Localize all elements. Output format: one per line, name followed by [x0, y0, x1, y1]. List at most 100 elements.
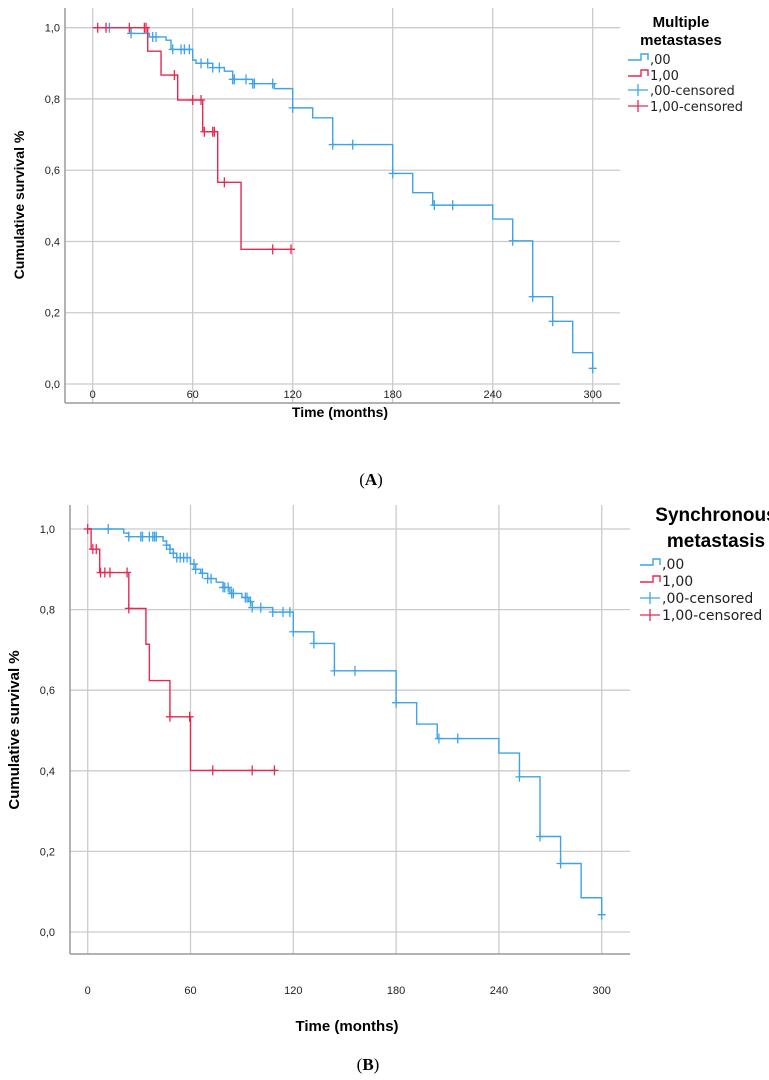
censored-mark [508, 235, 517, 246]
censored-mark [138, 531, 147, 542]
censored-mark [588, 363, 597, 374]
legend-label: ,00 [650, 53, 671, 68]
censored-mark [170, 70, 179, 81]
censored-mark [125, 22, 134, 33]
censored-mark [123, 567, 132, 578]
legend-label: 1,00 [650, 69, 679, 84]
y-tick-label: 0,0 [40, 927, 55, 939]
censored-mark [434, 733, 443, 744]
survival-curve-group-1 [87, 528, 277, 772]
legend-label: 1,00 [662, 574, 693, 590]
y-tick-label: 0,8 [40, 605, 55, 617]
censored-mark [169, 548, 178, 559]
censored-mark [102, 22, 111, 33]
y-tick-label: 0,6 [45, 165, 60, 177]
y-tick-label: 1,0 [45, 23, 60, 35]
censored-mark [93, 22, 102, 33]
y-tick-label: 0,0 [45, 379, 60, 391]
censored-mark [165, 544, 174, 555]
censored-mark [200, 126, 209, 137]
censored-mark [185, 711, 194, 722]
censored-mark [162, 540, 171, 551]
legend-step-icon [628, 53, 649, 61]
censored-mark [288, 102, 297, 113]
censored-mark [242, 74, 251, 85]
censored-mark [430, 200, 439, 211]
censored-mark [248, 765, 257, 776]
censored-mark [220, 177, 229, 188]
censored-mark [453, 733, 462, 744]
censored-mark [289, 626, 298, 637]
censored-mark [268, 607, 277, 618]
legend-censor-icon [628, 100, 648, 112]
x-axis-title: Time (months) [295, 1018, 398, 1035]
censored-mark [183, 552, 192, 563]
censored-mark [243, 592, 252, 603]
censored-mark [152, 31, 161, 42]
censored-mark [388, 168, 397, 179]
y-tick-label: 0,2 [40, 846, 55, 858]
survival-curve-group-0 [92, 27, 594, 369]
x-tick-label: 240 [484, 389, 502, 401]
censored-mark [448, 200, 457, 211]
y-tick-label: 0,4 [40, 766, 55, 778]
censored-mark [256, 602, 265, 613]
censored-mark [203, 58, 212, 69]
censored-mark [268, 78, 277, 89]
censored-mark [83, 524, 92, 534]
x-tick-label: 300 [584, 389, 602, 401]
legend-censor-icon [640, 609, 660, 621]
panel-label-a: (A) [359, 470, 383, 489]
x-axis-title: Time (months) [292, 404, 388, 420]
censored-mark [104, 524, 113, 534]
censored-mark [246, 596, 255, 607]
y-tick-label: 0,2 [45, 308, 60, 320]
legend-step-icon [640, 575, 661, 583]
x-tick-label: 0 [85, 985, 91, 997]
survival-chart-multiple-metastases: 0 60 120 180 240 300 0,0 0,2 0,4 0,6 0,8 1,0 Time (m… [11, 8, 743, 420]
y-axis-title: Cumulative survival % [6, 650, 23, 809]
y-tick-label: 1,0 [40, 524, 55, 536]
censored-mark [210, 126, 219, 137]
y-tick-label: 0,4 [45, 236, 60, 248]
legend-title: metastasis [667, 531, 765, 552]
censored-mark [152, 531, 161, 542]
censored-mark [188, 95, 197, 106]
censored-mark [92, 544, 101, 555]
legend-censor-icon [640, 592, 660, 604]
legend-censor-icon [628, 84, 648, 96]
censored-mark [229, 588, 238, 599]
legend-label: 1,00-censored [662, 608, 762, 624]
legend-title: Synchronous [655, 505, 769, 526]
censored-mark [528, 291, 537, 302]
censored-mark [215, 62, 224, 73]
censored-mark [268, 244, 277, 255]
legend-title: Multiple [653, 14, 710, 31]
survival-curve-group-0 [87, 528, 603, 915]
x-tick-label: 60 [187, 389, 199, 401]
x-tick-label: 120 [284, 389, 302, 401]
x-tick-label: 180 [384, 389, 402, 401]
censored-mark [224, 582, 233, 593]
censored-mark [392, 697, 401, 708]
censored-mark [207, 573, 216, 584]
y-tick-label: 0,6 [40, 685, 55, 697]
censored-mark [348, 139, 357, 150]
censored-mark [328, 139, 337, 150]
censored-mark [279, 607, 288, 618]
legend-label: 1,00-censored [650, 100, 743, 115]
censored-mark [556, 858, 565, 869]
censored-mark [248, 602, 257, 613]
y-tick-label: 0,8 [45, 94, 60, 106]
censored-mark [191, 564, 200, 575]
censored-mark [197, 95, 206, 106]
censored-mark [330, 665, 339, 676]
censored-mark [168, 44, 177, 55]
censored-mark [230, 74, 239, 85]
censored-mark [185, 44, 194, 55]
x-tick-label: 240 [490, 985, 508, 997]
legend-label: ,00-censored [650, 84, 735, 99]
censored-mark [515, 771, 524, 782]
censored-mark [270, 765, 279, 776]
